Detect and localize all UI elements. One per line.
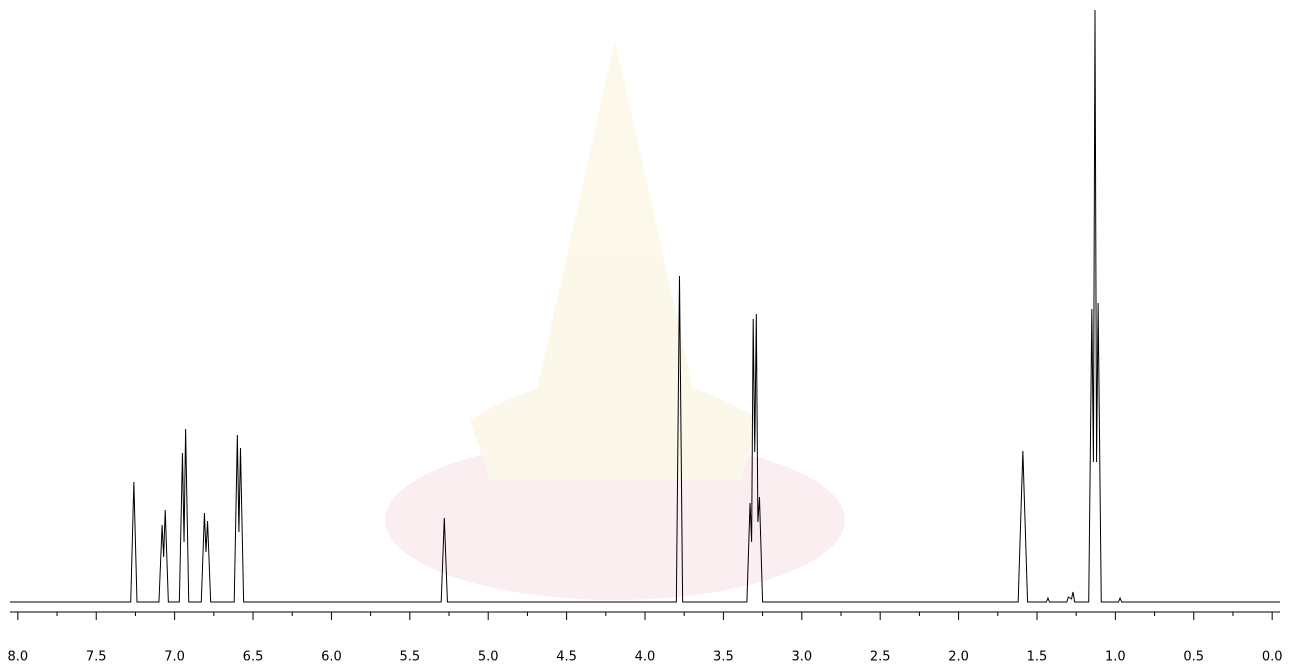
x-tick-label: 3.0 [791, 650, 812, 665]
x-tick-label: 0.0 [1262, 650, 1283, 665]
x-tick-label: 8.0 [7, 650, 28, 665]
x-tick-label: 6.5 [243, 650, 264, 665]
x-tick-label: 1.5 [1027, 650, 1048, 665]
x-tick-label: 0.5 [1183, 650, 1204, 665]
x-tick-label: 7.5 [86, 650, 107, 665]
x-tick-label: 1.0 [1105, 650, 1126, 665]
spectrum-line [10, 9, 1280, 603]
x-tick-label: 5.0 [478, 650, 499, 665]
x-tick-label: 7.0 [164, 650, 185, 665]
x-tick-label: 4.0 [635, 650, 656, 665]
x-tick-label: 2.5 [870, 650, 891, 665]
x-tick-label: 4.5 [556, 650, 577, 665]
watermark [385, 40, 845, 600]
x-tick-label: 3.5 [713, 650, 734, 665]
x-tick-label: 6.0 [321, 650, 342, 665]
x-tick-label: 2.0 [948, 650, 969, 665]
x-tick-label: 5.5 [399, 650, 420, 665]
